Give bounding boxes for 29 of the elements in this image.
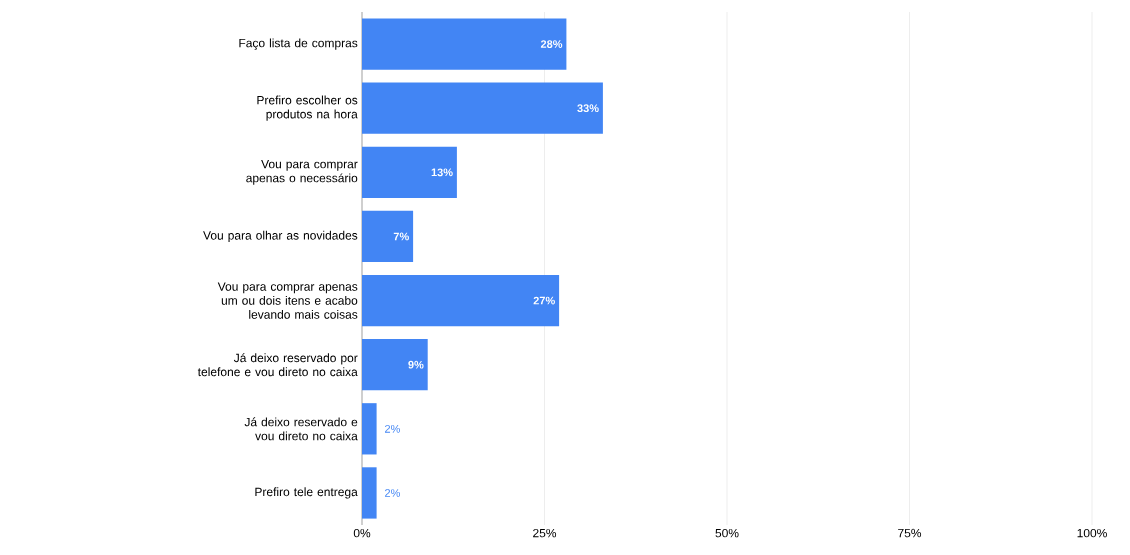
y-tick-label: Prefiro tele entrega	[255, 487, 358, 499]
y-tick-label: Faço lista de compras	[239, 38, 358, 50]
bar	[362, 403, 377, 455]
y-tick-label: Já deixo reservado por telefone e vou direto no caixa	[197, 353, 358, 377]
x-tick-label: 75%	[898, 528, 922, 538]
data-label: 2%	[385, 489, 400, 497]
data-label: 28%	[540, 40, 563, 48]
x-tick-label: 25%	[533, 528, 557, 538]
data-label: 2%	[385, 424, 400, 433]
bar	[362, 274, 560, 327]
y-tick-label: Vou para comprar apenas o necessário	[246, 159, 358, 185]
bar	[362, 339, 428, 391]
data-label: 13%	[431, 168, 453, 177]
bar	[362, 18, 567, 70]
bar	[362, 467, 377, 519]
bar	[362, 146, 457, 198]
x-tick-label: 100%	[1077, 528, 1107, 538]
data-label: 27%	[533, 296, 555, 305]
y-tick-label: Já deixo reservado e vou direto no caixa	[244, 417, 358, 441]
data-label: 33%	[577, 104, 599, 113]
bar	[362, 210, 414, 263]
data-label: 9%	[408, 360, 424, 369]
bar	[362, 82, 603, 134]
x-tick-label: 50%	[715, 528, 739, 538]
x-tick-label: 0%	[353, 528, 371, 538]
y-tick-label: Vou para olhar as novidades	[203, 230, 358, 243]
data-label: 7%	[393, 232, 409, 241]
y-tick-label: Prefiro escolher os produtos na hora	[257, 95, 358, 121]
y-tick-label: Vou para comprar apenas um ou dois itens e acabo levando mais coisas	[217, 282, 358, 319]
